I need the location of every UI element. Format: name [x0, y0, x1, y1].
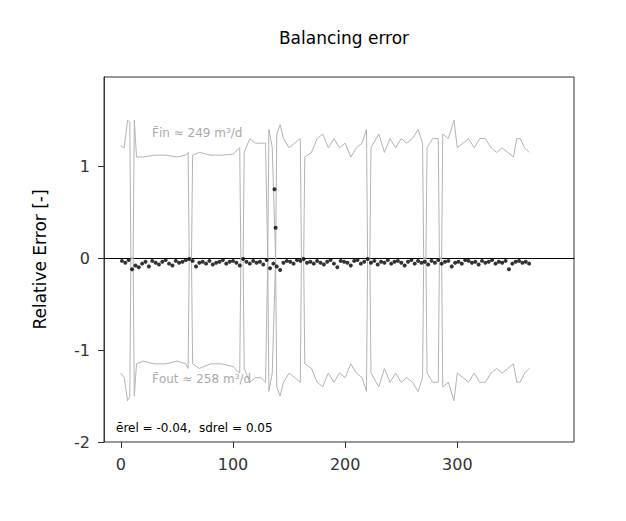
svg-text:Relative Error [-]: Relative Error [-] [30, 189, 50, 329]
svg-text:0: 0 [80, 249, 90, 268]
svg-text:Balancing error: Balancing error [279, 28, 409, 48]
svg-text:ērel = -0.04, sdrel = 0.05: ērel = -0.04, sdrel = 0.05 [116, 421, 273, 435]
svg-text:-1: -1 [74, 341, 90, 360]
svg-text:1: 1 [80, 157, 90, 176]
svg-text:200: 200 [330, 455, 361, 474]
svg-text:-2: -2 [74, 433, 90, 452]
svg-text:F̄in ≈ 249 m³/d: F̄in ≈ 249 m³/d [152, 126, 242, 140]
svg-text:300: 300 [442, 455, 473, 474]
svg-text:100: 100 [218, 455, 249, 474]
svg-text:F̄out ≈ 258 m³/d: F̄out ≈ 258 m³/d [152, 372, 251, 386]
svg-text:0: 0 [116, 455, 126, 474]
